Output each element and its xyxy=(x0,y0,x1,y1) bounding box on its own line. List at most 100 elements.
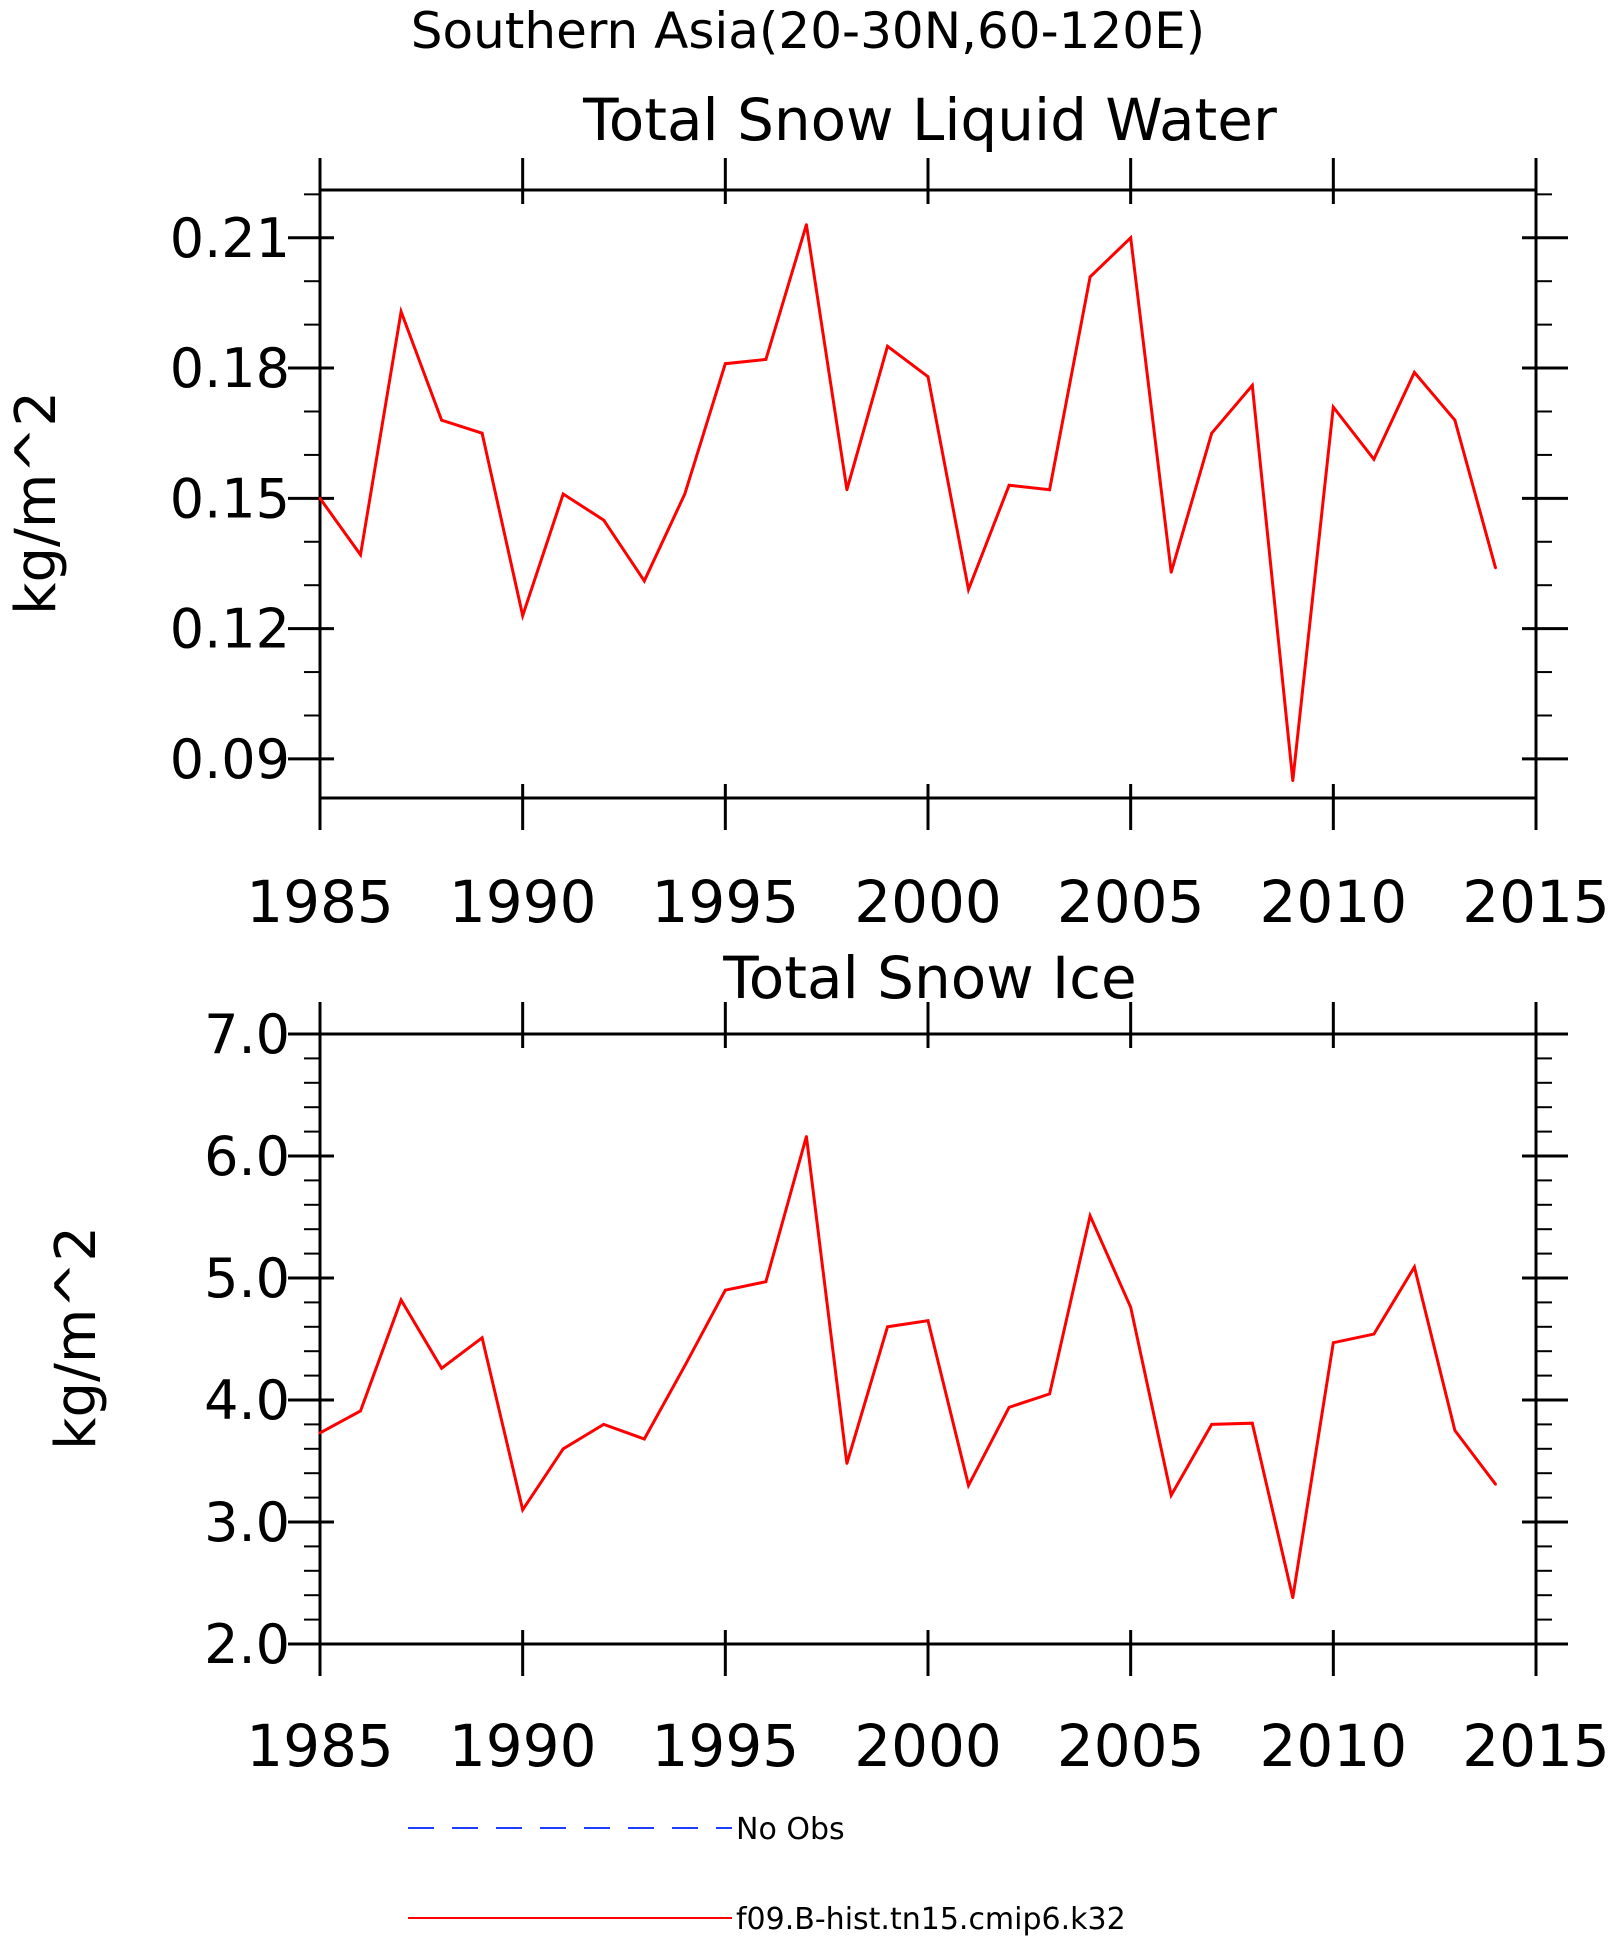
y-tick-label: 3.0 xyxy=(204,1491,290,1554)
y-axis-label: kg/m^2 xyxy=(4,391,69,615)
data-point xyxy=(642,1437,646,1441)
legend-label-model: f09.B-hist.tn15.cmip6.k32 xyxy=(736,1902,1126,1937)
data-point xyxy=(764,358,768,361)
data-point xyxy=(683,1364,687,1368)
data-point xyxy=(1453,1429,1457,1432)
y-tick-label: 0.21 xyxy=(170,207,290,270)
data-point xyxy=(359,553,362,557)
data-point xyxy=(845,1462,849,1465)
y-tick-label: 2.0 xyxy=(204,1613,290,1676)
x-tick-label: 2010 xyxy=(1260,868,1408,936)
axes: 1985 1990 1995 2000 2005 2010 2015 0.09 0.12 0.15… xyxy=(170,158,1610,936)
y-tick-label: 7.0 xyxy=(204,1003,290,1066)
data-point xyxy=(602,518,606,522)
data-point xyxy=(561,492,565,496)
data-point xyxy=(1250,1421,1254,1425)
plot-frame xyxy=(318,188,1538,800)
x-tick-label: 1990 xyxy=(449,868,597,936)
data-point xyxy=(1048,488,1051,492)
data-point xyxy=(359,1409,362,1413)
y-tick-label: 4.0 xyxy=(204,1369,290,1432)
data-point xyxy=(805,223,808,227)
data-point xyxy=(399,310,403,313)
data-point xyxy=(1250,384,1254,387)
x-tick-label: 1990 xyxy=(449,1712,597,1780)
data-point xyxy=(1494,566,1497,570)
data-point xyxy=(926,375,930,379)
data-point xyxy=(805,1135,808,1138)
data-point xyxy=(967,588,970,591)
data-point xyxy=(967,1484,970,1487)
data-point xyxy=(1169,570,1173,574)
y-tick-label: 0.15 xyxy=(170,467,290,530)
data-point xyxy=(1453,418,1457,422)
data-marks xyxy=(318,223,1497,782)
data-point xyxy=(440,418,443,422)
data-point xyxy=(602,1423,606,1426)
axes: 1985 1990 1995 2000 2005 2010 2015 2.0 3.0 4.0 5.0… xyxy=(204,1002,1610,1780)
data-point xyxy=(1007,483,1011,487)
data-point xyxy=(1007,1405,1011,1409)
x-tick-label: 2000 xyxy=(854,1712,1002,1780)
series-line xyxy=(318,224,1497,781)
y-tick-label: 0.09 xyxy=(170,728,290,791)
data-point xyxy=(1129,236,1133,240)
x-tick-label: 1995 xyxy=(652,1712,800,1780)
x-tick-label: 2015 xyxy=(1462,1712,1610,1780)
data-point xyxy=(1372,457,1376,461)
figure-title: Southern Asia(20-30N,60-120E) xyxy=(411,2,1205,60)
x-tick-label: 2000 xyxy=(854,868,1002,936)
data-point xyxy=(1372,1332,1376,1336)
legend: No Obs f09.B-hist.tn15.cmip6.k32 xyxy=(408,1812,1126,1937)
data-point xyxy=(845,488,849,492)
data-point xyxy=(1291,1596,1295,1599)
series-line xyxy=(319,1136,1497,1598)
x-tick-label: 2010 xyxy=(1260,1712,1408,1780)
data-point xyxy=(723,1288,727,1292)
x-tick-label: 2005 xyxy=(1057,1712,1205,1780)
data-point xyxy=(764,1280,768,1284)
data-point xyxy=(1413,371,1416,374)
panel-title: Total Snow Ice xyxy=(722,944,1137,1012)
y-tick-label: 6.0 xyxy=(204,1125,290,1188)
data-point xyxy=(1291,779,1295,782)
y-axis-label: kg/m^2 xyxy=(44,1226,109,1450)
data-point xyxy=(480,1336,484,1340)
x-tick-label: 2015 xyxy=(1462,868,1610,936)
x-tick-label: 1985 xyxy=(246,868,394,936)
data-point xyxy=(642,579,646,583)
data-point xyxy=(1494,1482,1497,1486)
data-point xyxy=(1413,1265,1416,1269)
data-point xyxy=(318,1431,322,1435)
data-point xyxy=(1331,1341,1335,1345)
data-point xyxy=(723,362,727,366)
data-point xyxy=(1210,1423,1214,1426)
data-point xyxy=(1331,405,1335,409)
data-point xyxy=(399,1298,403,1302)
x-tick-label: 1995 xyxy=(652,868,800,936)
y-tick-label: 5.0 xyxy=(204,1247,290,1310)
data-point xyxy=(318,496,322,500)
data-point xyxy=(480,431,484,435)
data-point xyxy=(1088,1214,1092,1218)
data-point xyxy=(561,1447,565,1451)
y-tick-label: 0.12 xyxy=(170,598,290,661)
panel-snow-liquid-water: Total Snow Liquid Water kg/m^2 1985 1990 1… xyxy=(4,86,1610,936)
legend-label-no-obs: No Obs xyxy=(736,1812,845,1847)
data-point xyxy=(440,1366,443,1370)
data-point xyxy=(521,614,525,617)
data-point xyxy=(886,344,889,348)
data-point xyxy=(886,1325,889,1329)
data-point xyxy=(1210,431,1214,435)
data-point xyxy=(926,1319,930,1323)
panel-title: Total Snow Liquid Water xyxy=(582,86,1277,154)
data-point xyxy=(521,1508,525,1512)
x-tick-label: 2005 xyxy=(1057,868,1205,936)
panel-snow-ice: Total Snow Ice kg/m^2 1985 1990 1995 2000 20… xyxy=(44,944,1610,1780)
data-marks xyxy=(318,1135,1497,1599)
y-tick-label: 0.18 xyxy=(170,337,290,400)
x-tick-label: 1985 xyxy=(246,1712,394,1780)
data-point xyxy=(1088,275,1092,279)
data-point xyxy=(1169,1493,1173,1497)
